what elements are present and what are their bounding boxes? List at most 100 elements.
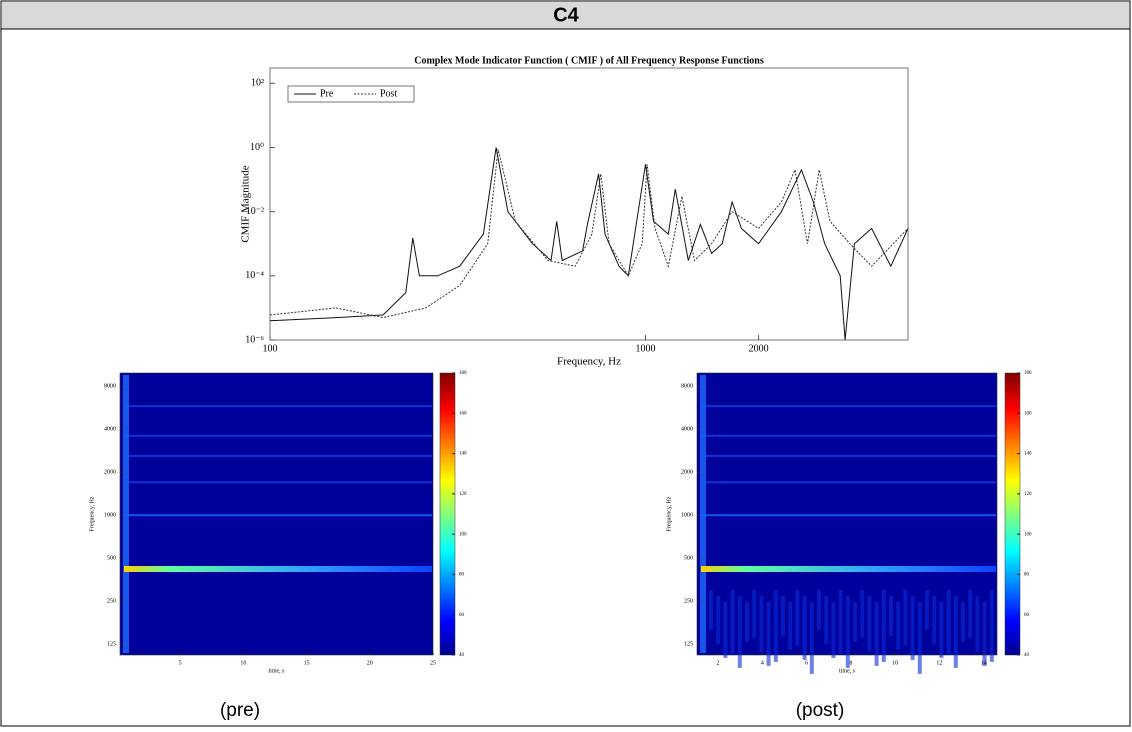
x-tick-label: 100: [263, 343, 278, 354]
noise-patch: [730, 589, 735, 654]
harmonic-band: [123, 454, 432, 457]
noise-patch: [773, 589, 778, 662]
noise-patch: [968, 589, 973, 638]
noise-patch: [889, 595, 893, 636]
noise-patch: [903, 589, 908, 646]
colorbar-tick-label: 40: [459, 653, 465, 658]
onset-streak: [700, 375, 706, 653]
series-line: [269, 147, 909, 341]
noise-patch: [910, 595, 915, 660]
noise-patch: [723, 601, 728, 658]
noise-patch: [745, 601, 749, 642]
colorbar-tick-label: 120: [459, 492, 467, 497]
noise-patch: [932, 595, 937, 644]
noise-patch: [982, 601, 987, 666]
x-axis-label: time, s: [839, 668, 856, 674]
x-tick-label: 2: [717, 660, 720, 666]
noise-patch: [781, 595, 785, 636]
y-tick-label: 2000: [681, 470, 693, 476]
x-tick-label: 6: [805, 660, 808, 666]
noise-patch: [939, 601, 944, 658]
x-tick-label: 5: [179, 660, 182, 666]
noise-patch: [788, 601, 793, 650]
colorbar-tick-label: 80: [459, 573, 465, 578]
y-axis-label: CMIF Magnitude: [240, 165, 252, 242]
caption: (post): [796, 700, 845, 721]
noise-patch: [838, 589, 843, 654]
colorbar-tick-label: 180: [459, 371, 467, 376]
spectrogram: 5 10 15 20 25 125 250 500 1000 2000 4000 8000 time, …: [89, 371, 467, 674]
resonance-band: [701, 566, 996, 573]
harmonic-band: [123, 405, 432, 408]
noise-patch: [896, 601, 901, 650]
noise-patch: [817, 589, 821, 630]
noise-patch: [975, 595, 980, 652]
noise-patch: [917, 601, 922, 674]
x-axis-label: time, s: [269, 668, 286, 674]
colorbar: [1004, 372, 1021, 656]
colorbar-tick-label: 80: [1024, 573, 1030, 578]
y-tick-label: 4000: [681, 427, 693, 433]
caption: (pre): [220, 700, 260, 721]
spectrogram: 2 4 6 8 10 12 14 125 250 500 1000 2000 4000 8000 time,…: [666, 371, 1032, 674]
y-tick-label: 8000: [681, 384, 693, 390]
colorbar-tick-label: 180: [1024, 371, 1032, 376]
harmonic-band: [123, 481, 432, 484]
legend-label: Post: [380, 88, 397, 99]
noise-patch: [874, 601, 879, 666]
noise-patch: [802, 595, 807, 660]
y-tick-label: 4000: [104, 427, 116, 433]
y-tick-label: 250: [107, 599, 116, 605]
x-tick-label: 1000: [636, 343, 656, 354]
y-tick-label: 125: [107, 642, 116, 648]
noise-patch: [709, 589, 713, 630]
x-tick-label: 8: [849, 660, 852, 666]
y-tick-label: 10⁻⁶: [245, 334, 264, 345]
y-tick-label: 500: [107, 556, 116, 562]
y-tick-label: 250: [684, 599, 693, 605]
y-tick-label: 1000: [681, 513, 693, 519]
harmonic-band: [700, 514, 996, 517]
colorbar-tick-label: 60: [459, 613, 465, 618]
colorbar-tick-label: 140: [459, 452, 467, 457]
colorbar-tick-label: 100: [1024, 532, 1032, 537]
onset-streak: [123, 375, 129, 653]
noise-patch: [946, 589, 951, 654]
y-tick-label: 125: [684, 642, 693, 648]
header-title: C4: [553, 4, 579, 26]
colorbar-tick-label: 160: [1024, 411, 1032, 416]
harmonic-band: [700, 454, 996, 457]
noise-patch: [961, 601, 965, 642]
header-cell: [2, 2, 1129, 29]
noise-patch: [925, 589, 929, 630]
noise-patch: [716, 595, 721, 644]
legend-box: [287, 85, 415, 103]
noise-patch: [824, 595, 829, 644]
x-tick-label: 2000: [749, 343, 769, 354]
y-tick-label: 2000: [104, 470, 116, 476]
noise-patch: [853, 601, 857, 642]
cmif-chart: Complex Mode Indicator Function ( CMIF )…: [240, 55, 909, 368]
noise-patch: [989, 589, 994, 662]
x-tick-label: 10: [240, 660, 246, 666]
y-tick-label: 500: [684, 556, 693, 562]
noise-patch: [881, 589, 886, 662]
y-axis-label: Frequency, Hz: [666, 496, 672, 531]
x-tick-label: 25: [430, 660, 436, 666]
x-tick-label: 12: [936, 660, 942, 666]
y-tick-label: 10⁻⁴: [245, 270, 264, 281]
colorbar: [439, 372, 456, 656]
noise-patch: [831, 601, 836, 658]
harmonic-band: [700, 434, 996, 437]
colorbar-tick-label: 100: [459, 532, 467, 537]
noise-patch: [759, 595, 764, 652]
noise-patch: [860, 589, 865, 638]
x-tick-label: 4: [761, 660, 764, 666]
plot-area: [269, 67, 909, 341]
colorbar-tick-label: 120: [1024, 492, 1032, 497]
colorbar-tick-label: 140: [1024, 452, 1032, 457]
harmonic-band: [123, 434, 432, 437]
